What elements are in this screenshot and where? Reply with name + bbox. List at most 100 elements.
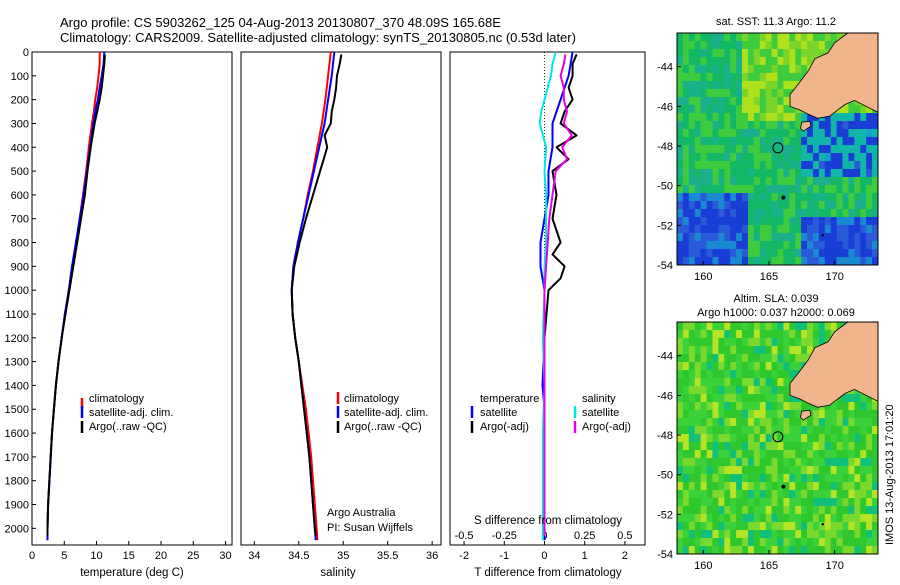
map-cell [872,458,879,467]
map-cell [771,330,778,339]
map-cell [747,41,755,50]
map-cell [730,169,737,178]
map-cell [818,137,826,146]
map-cell [706,97,713,106]
map-cell [730,177,737,186]
map-cell [718,522,725,531]
map-cell [836,530,843,539]
map-cell [712,129,719,138]
map-cell [801,249,808,258]
map-cell [677,209,684,218]
map-cell [795,121,802,130]
map-cell [777,217,784,226]
map-cell [777,370,784,379]
map-cell [842,490,849,499]
map-cell [866,241,873,250]
map-cell [677,233,684,242]
map-cell [836,177,843,186]
map-cell [724,434,731,443]
map-cell [801,434,808,443]
map-cell [712,354,719,363]
map-cell [807,209,814,218]
map-cell [700,241,707,250]
map-cell [677,97,684,106]
map-cell [783,458,790,467]
map-cell [812,522,820,531]
map-cell [747,193,755,202]
map-cell [777,209,784,218]
map-cell [718,418,725,427]
map-cell [795,177,802,186]
map-cell [677,506,684,515]
map-cell [824,217,832,226]
map-cell [724,249,731,258]
map-cell [706,466,713,475]
map-cell [742,386,749,395]
map-cell [854,217,861,226]
map-cell [872,113,879,122]
map-cell [747,249,755,258]
map-cell [860,177,867,186]
map-cell [818,490,826,499]
map-cell [789,113,796,122]
map-cell [854,402,861,411]
map-cell [836,506,843,515]
map-cell [872,506,879,515]
map-cell [824,498,832,507]
map-cell [795,241,802,250]
map-cell [771,498,778,507]
map-cell [866,105,873,114]
map-cell [742,89,749,98]
map-cell [830,466,838,475]
map-cell [872,209,879,218]
map-cell [783,241,790,250]
map-cell [759,81,767,90]
map-cell [753,161,761,170]
map-cell [747,49,755,58]
map-cell [712,330,719,339]
lat-tick-label: -50 [657,181,673,193]
map-cell [848,113,855,122]
map-cell [753,442,761,451]
map-cell [718,450,725,459]
map-cell [736,362,743,371]
map-cell [783,89,790,98]
map-cell [771,466,778,475]
map-cell [771,378,778,387]
map-cell [688,49,696,58]
map-cell [730,89,737,98]
map-cell [700,57,707,66]
map-cell [771,225,778,234]
map-cell [736,193,743,202]
map-cell [848,105,855,114]
map-cell [836,546,843,555]
map-cell [730,249,737,258]
map-cell [747,57,755,66]
map-cell [736,89,743,98]
map-cell [783,522,790,531]
map-cell [753,153,761,162]
map-frame [676,32,879,266]
map-cell [824,418,832,427]
map-cell [783,129,790,138]
map-cell [765,434,772,443]
map-cell [682,442,690,451]
map-cell [742,65,749,74]
map-cell [818,33,826,42]
map-cell [830,201,838,210]
map-cell [842,113,849,122]
x-tick-label-salinity: 0.25 [574,530,595,542]
map-cell [747,257,755,266]
map-cell [747,386,755,395]
map-cell [860,410,867,419]
map-cell [818,169,826,178]
map-cell [842,249,849,258]
map-cell [718,113,725,122]
map-cell [718,362,725,371]
map-cell [682,514,690,523]
map-cell [842,257,849,266]
map-cell [759,490,767,499]
map-cell [694,474,702,483]
map-cell [694,394,702,403]
map-cell [753,49,761,58]
